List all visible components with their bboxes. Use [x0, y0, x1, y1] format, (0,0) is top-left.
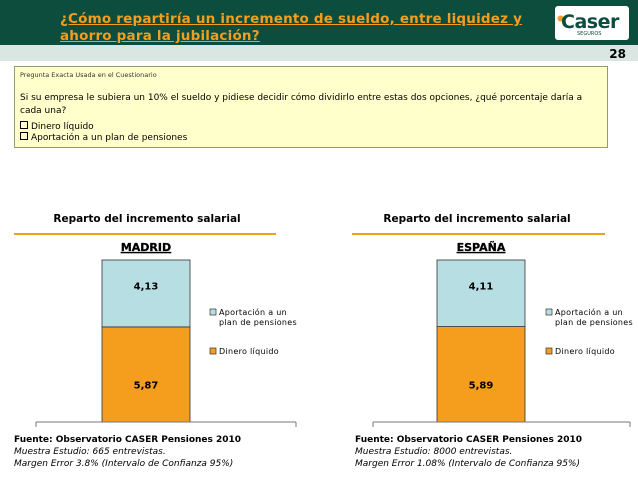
page-title: ¿Cómo repartiría un incremento de sueldo… [60, 11, 523, 44]
question-text: Si su empresa le subiera un 10% el sueld… [20, 93, 583, 116]
option-item: Aportación a un plan de pensiones [20, 132, 187, 143]
legend-swatch-liquido [545, 347, 553, 355]
header-bar: ¿Cómo repartiría un incremento de sueldo… [0, 0, 638, 45]
option-item: Dinero líquido [20, 121, 94, 132]
legend-label-pension: plan de pensiones [555, 318, 633, 327]
source-title: Fuente: Observatorio CASER Pensiones 201… [14, 435, 242, 445]
source-margin: Margen Error 3.8% (Intervalo de Confianz… [14, 459, 234, 469]
chart-title-espana: Reparto del incremento salarial [383, 213, 570, 225]
legend-label-pension: Aportación a un [219, 307, 287, 317]
source-block-espana: Fuente: Observatorio CASER Pensiones 201… [355, 434, 582, 470]
data-label: 4,11 [469, 281, 494, 292]
source-block-madrid: Fuente: Observatorio CASER Pensiones 201… [14, 434, 241, 470]
bar-segment-pension [436, 259, 526, 327]
header-subbar [0, 45, 638, 61]
checkbox-icon [20, 121, 28, 129]
caser-logo: Caser SEGUROS [555, 6, 629, 40]
logo-text: Caser [561, 11, 619, 33]
charts-area: Reparto del incremento salarial MADRID 5,8… [14, 213, 633, 427]
question-label: Pregunta Exacta Usada en el Cuestionario [20, 71, 157, 79]
data-label: 5,87 [134, 380, 159, 391]
chart-title-madrid: Reparto del incremento salarial [53, 213, 240, 225]
legend-swatch-pension [545, 308, 553, 316]
question-box: Pregunta Exacta Usada en el Cuestionario… [14, 66, 608, 148]
legend-swatch-liquido [209, 347, 217, 355]
chart-subtitle-madrid: MADRID [121, 241, 171, 254]
logo-swoosh-icon [557, 15, 564, 22]
source-sample: Muestra Estudio: 8000 entrevistas. [355, 447, 513, 457]
legend-swatch-pension [209, 308, 217, 316]
bar-segment-pension [101, 259, 191, 328]
option-label: Aportación a un plan de pensiones [31, 133, 188, 143]
option-label: Dinero líquido [31, 122, 94, 132]
data-label: 5,89 [469, 380, 494, 391]
checkbox-icon [20, 132, 28, 140]
source-sample: Muestra Estudio: 665 entrevistas. [14, 447, 166, 457]
chart-subtitle-espana: ESPAÑA [457, 241, 506, 254]
source-margin: Margen Error 1.08% (Intervalo de Confian… [355, 459, 580, 469]
data-label: 4,13 [134, 281, 159, 292]
legend-label-pension: plan de pensiones [219, 318, 297, 327]
bar-segment-liquido [436, 326, 526, 423]
logo-subtext: SEGUROS [577, 31, 602, 37]
bar-segment-liquido [101, 326, 191, 423]
source-title: Fuente: Observatorio CASER Pensiones 201… [355, 435, 583, 445]
legend-label-pension: Aportación a un [555, 307, 623, 317]
legend-label-liquido: Dinero líquido [555, 347, 615, 356]
page-number: 28 [609, 47, 626, 61]
legend-label-liquido: Dinero líquido [219, 347, 279, 356]
